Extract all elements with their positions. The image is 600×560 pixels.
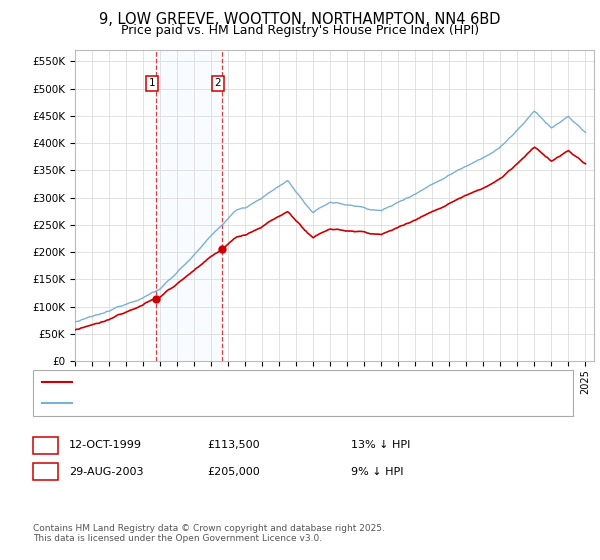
Text: 9% ↓ HPI: 9% ↓ HPI <box>351 466 404 477</box>
Text: 12-OCT-1999: 12-OCT-1999 <box>69 440 142 450</box>
Text: 29-AUG-2003: 29-AUG-2003 <box>69 466 143 477</box>
Text: HPI: Average price, detached house, West Northamptonshire: HPI: Average price, detached house, West… <box>78 398 395 408</box>
Text: 9, LOW GREEVE, WOOTTON, NORTHAMPTON, NN4 6BD: 9, LOW GREEVE, WOOTTON, NORTHAMPTON, NN4… <box>99 12 501 27</box>
Text: 2: 2 <box>42 466 49 477</box>
Text: 1: 1 <box>42 440 49 450</box>
Text: 13% ↓ HPI: 13% ↓ HPI <box>351 440 410 450</box>
Text: 1: 1 <box>149 78 155 88</box>
Text: Contains HM Land Registry data © Crown copyright and database right 2025.
This d: Contains HM Land Registry data © Crown c… <box>33 524 385 543</box>
Text: Price paid vs. HM Land Registry's House Price Index (HPI): Price paid vs. HM Land Registry's House … <box>121 24 479 36</box>
Text: 9, LOW GREEVE, WOOTTON, NORTHAMPTON, NN4 6BD (detached house): 9, LOW GREEVE, WOOTTON, NORTHAMPTON, NN4… <box>78 377 458 388</box>
Text: 2: 2 <box>215 78 221 88</box>
Text: £113,500: £113,500 <box>207 440 260 450</box>
Text: £205,000: £205,000 <box>207 466 260 477</box>
Bar <box>157 50 222 361</box>
